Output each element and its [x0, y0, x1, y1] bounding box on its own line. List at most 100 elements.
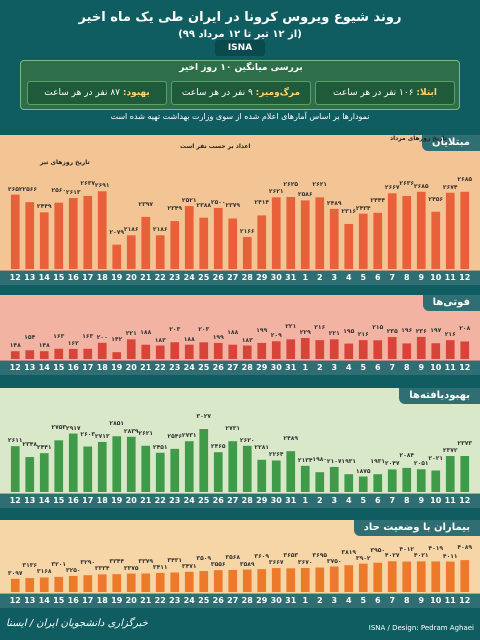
chart-panel-1: مبتلایان ۲۶۵۲ ۲۵۶۶ ۲۴۴۹ ۲۵۶۰ ۲۶۱۳ ۲۶۳۷ ۲۶۹۱ ۲۰۷۹…	[0, 135, 480, 285]
data-label: ۲۵۶۰	[51, 186, 67, 194]
average-title: بررسی میانگین ۱۰ روز اخیر	[179, 63, 303, 73]
average-summary: بررسی میانگین ۱۰ روز اخیر ابتلا: ۱۰۶ نفر…	[20, 60, 460, 110]
data-label: ۳۹۰۲	[355, 554, 371, 562]
data-label: ۲۲۹	[299, 329, 311, 337]
average-deaths-label: مرگ‌ومیر:	[255, 88, 301, 98]
data-label: ۳۰۲۷	[196, 413, 212, 420]
x-axis-band	[0, 594, 480, 608]
data-label: ۳۲۹۰	[80, 559, 96, 567]
x-tick-label: 20	[125, 363, 137, 372]
bar-5	[358, 563, 368, 592]
x-tick-label: 20	[125, 273, 137, 282]
x-tick-label: 27	[227, 496, 239, 505]
x-axis-band	[0, 361, 480, 375]
x-tick-label: 31	[285, 363, 297, 372]
x-tick-label: 19	[111, 496, 123, 505]
data-label: ۱۹۸۰	[312, 456, 328, 464]
x-tick-label: 19	[111, 273, 123, 282]
bar-13	[25, 350, 35, 359]
data-label: ۲۳۷۲	[442, 447, 458, 455]
data-label: ۲۴۸۹	[326, 199, 342, 207]
x-tick-label: 24	[183, 273, 195, 282]
bar-16	[68, 575, 78, 592]
data-label: ۳۴۳۱	[167, 556, 183, 564]
x-tick-label: 15	[53, 496, 65, 505]
bar-2	[315, 567, 325, 592]
data-label: ۳۵۵۶	[210, 561, 226, 569]
bar-3	[329, 566, 339, 592]
header: روند شیوع ویروس کرونا در ایران طی یک ماه…	[0, 0, 480, 62]
x-tick-label: 9	[418, 273, 425, 282]
data-label: ۲۲۱	[125, 330, 137, 338]
data-label: ۱۸۳	[241, 336, 253, 344]
data-label: ۲۳۸۸	[196, 201, 212, 209]
x-tick-label: 9	[418, 496, 425, 505]
bar-10	[431, 211, 441, 269]
data-label: ۲۶۵۲	[7, 185, 23, 193]
x-tick-label: 23	[169, 363, 181, 372]
bar-23	[170, 342, 180, 359]
x-tick-label: 22	[154, 363, 166, 372]
chart-title: مبتلایان	[422, 135, 480, 151]
bar-31	[286, 568, 296, 592]
bar-19	[112, 436, 122, 492]
data-label: ۳۳۳۴	[94, 565, 110, 573]
x-tick-label: 25	[198, 496, 210, 505]
data-label: ۲۶۶۷	[384, 184, 400, 192]
bar-28	[242, 445, 252, 492]
bar-20	[126, 235, 136, 269]
bar-21	[141, 216, 151, 269]
bar-20	[126, 339, 136, 359]
x-axis-band	[0, 271, 480, 285]
data-label: ۲۱۶	[357, 331, 369, 339]
chart-title: فوتی‌ها	[422, 295, 480, 311]
data-label: ۴۰۱۹	[428, 545, 444, 553]
x-tick-label: 28	[241, 363, 253, 372]
average-recovered-label: بهبود:	[122, 88, 150, 98]
data-label: ۲۰۵۱	[413, 460, 429, 468]
data-label: ۳۳۷۵	[123, 564, 139, 572]
bar-20	[126, 436, 136, 492]
bar-22	[155, 452, 165, 492]
bar-12	[10, 194, 20, 269]
x-tick-label: 25	[198, 596, 210, 605]
bar-31	[286, 197, 296, 269]
chart-title: بیماران با وضعیت حاد	[353, 520, 480, 536]
data-label: ۲۶۸۵	[413, 182, 429, 190]
bar-12	[10, 351, 20, 359]
axis-line	[0, 360, 480, 361]
bar-7	[387, 469, 397, 492]
page-title: روند شیوع ویروس کرونا در ایران طی یک ماه…	[78, 10, 402, 25]
data-label: ۲۶۳۶	[399, 180, 415, 188]
data-label: ۲۱۳۴	[297, 456, 313, 464]
bar-27	[228, 569, 238, 592]
bar-31	[286, 339, 296, 359]
data-label: ۲۵۲۱	[181, 197, 197, 205]
bar-27	[228, 344, 238, 359]
data-label: ۲۶۱۳	[65, 189, 81, 197]
x-tick-label: 7	[389, 496, 396, 505]
x-tick-label: 16	[67, 496, 79, 505]
data-label: ۱۸۸	[227, 328, 239, 336]
data-label: ۳۶۵۳	[283, 552, 299, 560]
bar-17	[83, 195, 93, 269]
x-axis-band	[0, 494, 480, 508]
bar-27	[228, 441, 238, 492]
data-label: ۲۶۰۳	[80, 430, 96, 438]
x-tick-label: 21	[140, 596, 152, 605]
data-label: ۲۰۰	[96, 333, 108, 341]
bar-18	[97, 191, 107, 269]
data-label: ۳۴۷۱	[181, 562, 197, 570]
data-label: ۴۰۲۱	[413, 552, 429, 560]
average-infected: ابتلا: ۱۰۶ نفر در هر ساعت	[315, 81, 455, 105]
chart-svg	[10, 429, 470, 492]
x-tick-label: 14	[38, 363, 50, 372]
bar-11	[445, 192, 455, 269]
bar-23	[170, 221, 180, 269]
axis-line	[0, 593, 480, 594]
bar-25	[199, 217, 209, 269]
data-label: ۲۳۴۸	[22, 441, 38, 449]
data-label: ۳۵۰۹	[196, 555, 212, 563]
x-tick-label: 9	[418, 363, 425, 372]
x-tick-label: 17	[82, 596, 94, 605]
